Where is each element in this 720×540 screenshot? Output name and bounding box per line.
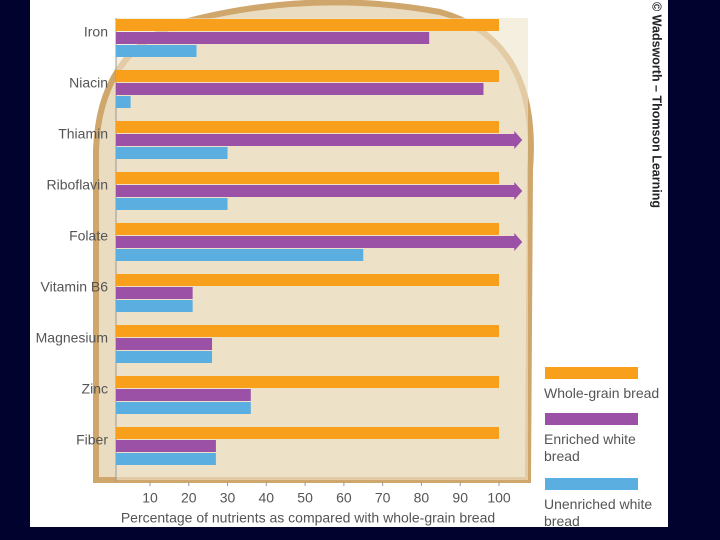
x-tick-label: 40 [259,490,275,506]
category-label: Riboflavin [47,177,108,193]
x-tick-label: 20 [181,490,197,506]
bar [116,19,499,31]
category-label: Vitamin B6 [41,279,109,295]
category-label: Iron [84,24,108,40]
bar [116,32,430,44]
bar [116,147,228,159]
legend-swatch [545,367,638,379]
bar [116,338,213,350]
legend-label: Enriched white bread [544,431,636,464]
bar [116,172,499,184]
x-tick-label: 50 [297,490,313,506]
legend-swatch [545,478,638,490]
bar [116,45,197,57]
x-tick-label: 70 [375,490,391,506]
legend-swatch [545,413,638,425]
bar [116,287,193,299]
x-tick-label: 80 [414,490,430,506]
legend-label: Unenriched white bread [544,496,653,529]
bar [116,453,216,465]
bar [116,121,499,133]
bar [116,223,499,235]
bar [116,131,523,149]
x-tick-label: 10 [142,490,158,506]
category-label: Magnesium [36,330,108,346]
category-label: Fiber [76,432,108,448]
bar [116,198,228,210]
bar [116,182,523,200]
category-label: Niacin [69,75,108,91]
x-tick-label: 60 [336,490,352,506]
category-label: Zinc [82,381,108,397]
bar [116,376,499,388]
bar [116,70,499,82]
legend-label: Whole-grain bread [544,385,660,401]
credit: © Wadsworth – Thomson Learning [650,2,664,208]
bar [116,402,251,414]
bar [116,96,131,108]
bar [116,351,213,363]
bar [116,300,193,312]
x-tick-label: 100 [487,490,511,506]
x-tick-label: 30 [220,490,236,506]
bar [116,83,484,95]
bar [116,274,499,286]
bar [116,440,216,452]
bar [116,325,499,337]
x-axis-label: Percentage of nutrients as compared with… [121,510,495,526]
category-label: Thiamin [58,126,108,142]
bar [116,389,251,401]
x-tick-label: 90 [452,490,468,506]
bar [116,233,523,251]
bar [116,427,499,439]
category-label: Folate [69,228,108,244]
bar [116,249,364,261]
